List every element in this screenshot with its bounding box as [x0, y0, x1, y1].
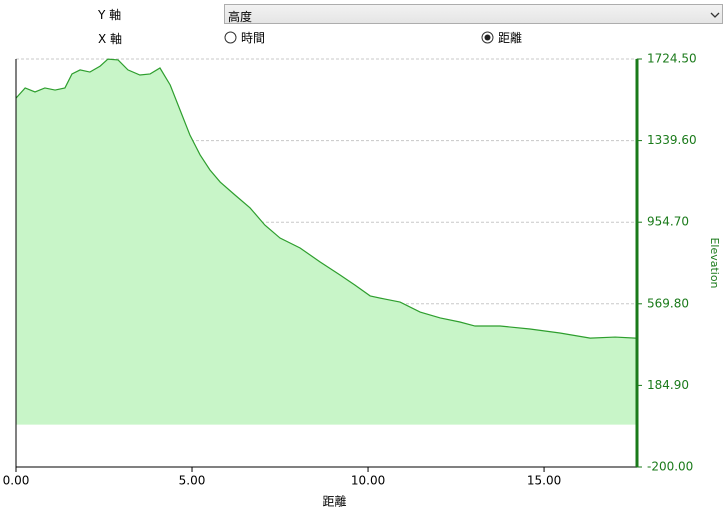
radio-circle [224, 31, 237, 44]
x-tick-label: 0.00 [3, 474, 30, 488]
y-tick-label: 1724.50 [647, 52, 697, 66]
dropdown-value: 高度 [228, 10, 253, 24]
x-tick-label: 5.00 [179, 474, 206, 488]
x-axis-radio[interactable]: 距離 [481, 29, 522, 46]
y-axis-title: Elevation [708, 237, 721, 288]
area-line [15, 58, 636, 339]
x-tick-label: 15.00 [527, 474, 561, 488]
x-axis-radio[interactable]: 時間 [224, 29, 265, 46]
y-tick-label: 569.80 [647, 296, 689, 310]
radio-label: 距離 [498, 31, 523, 45]
y-tick-label: 954.70 [647, 215, 689, 229]
x-axis-label: X 軸 [98, 32, 123, 46]
x-axis-title: 距離 [322, 495, 346, 509]
x-tick-label: 10.00 [351, 474, 385, 488]
y-axis-dropdown[interactable]: 高度 [224, 4, 723, 24]
dropdown-arrow [710, 12, 720, 18]
y-tick-label: 184.90 [647, 378, 689, 392]
y-axis-label: Y 軸 [98, 8, 122, 22]
y-tick-label: 1339.60 [647, 133, 697, 147]
radio-circle [481, 31, 494, 44]
y-tick-label: -200.00 [647, 460, 693, 474]
radio-label: 時間 [241, 31, 266, 45]
area-fill [16, 59, 636, 425]
